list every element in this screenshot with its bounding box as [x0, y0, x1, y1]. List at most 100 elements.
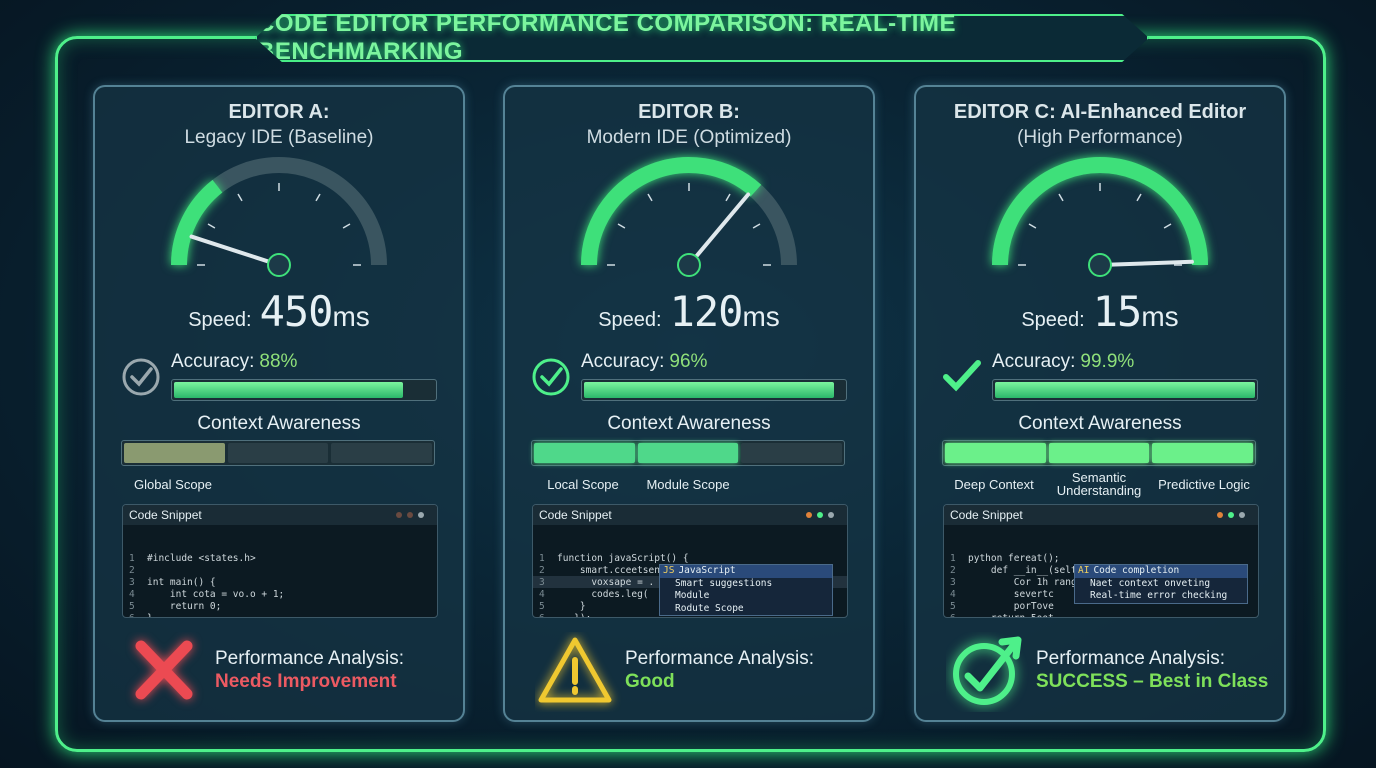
speed-gauge: [171, 157, 387, 277]
code-line: severtc: [968, 589, 1054, 600]
context-label: Predictive Logic: [1158, 476, 1250, 492]
snippet-title: Code Snippet: [539, 508, 612, 522]
success-ring: [953, 643, 1015, 705]
window-dot: [1217, 512, 1223, 518]
accuracy-track: [171, 379, 437, 401]
window-controls: [1217, 512, 1245, 518]
snippet-titlebar: Code Snippet: [944, 505, 1258, 525]
accuracy-value: 99.9%: [1080, 351, 1135, 372]
speed-value-group: 15ms: [1093, 287, 1179, 336]
line-number: 5: [950, 601, 956, 612]
gauge-fill: [992, 157, 1208, 266]
gauge-needle: [1098, 259, 1194, 267]
item-text: Code completion: [1093, 565, 1180, 576]
line-number: 4: [539, 589, 545, 600]
analysis-icon: [538, 637, 612, 703]
context-segment: [124, 443, 225, 463]
speed-row: Speed: 450ms: [95, 287, 463, 336]
gauge-track: [171, 157, 387, 266]
speed-unit: ms: [742, 301, 780, 332]
window-dot: [817, 512, 823, 518]
accuracy-track: [992, 379, 1258, 401]
speed-row: Speed: 15ms: [916, 287, 1284, 336]
item-text: Real-time error checking: [1090, 590, 1228, 601]
analysis-label: Performance Analysis:: [215, 648, 405, 669]
speed-label: Speed:: [1021, 309, 1085, 331]
gauge-tick: [617, 223, 626, 229]
code-line: }: [147, 613, 153, 617]
line-number: 3: [129, 577, 135, 588]
gauge-tick: [1163, 223, 1172, 229]
line-number: 6: [129, 613, 135, 617]
item-icon: JS: [663, 565, 675, 576]
code-line: voxsape = .: [557, 577, 655, 588]
speed-row: Speed: 120ms: [505, 287, 873, 336]
analysis-result: Needs Improvement: [215, 671, 397, 692]
line-number: 6: [539, 613, 545, 617]
line-number: 4: [129, 589, 135, 600]
speed-gauge: [992, 157, 1208, 277]
context-segment: [534, 443, 635, 463]
accuracy-bar: [584, 382, 834, 398]
status-icon: [943, 360, 981, 392]
gauge-tick: [647, 193, 653, 202]
speed-value: 450: [259, 287, 334, 336]
snippet-titlebar: Code Snippet: [123, 505, 437, 525]
item-icon: AI: [1078, 565, 1090, 576]
gauge-track: [992, 157, 1208, 266]
line-number: 4: [950, 589, 956, 600]
window-dot: [806, 512, 812, 518]
editor-subtitle: Legacy IDE (Baseline): [184, 127, 374, 148]
line-number: 3: [539, 577, 545, 588]
code-snippet: Code Snippet 1 #include <states.h> 2 3 int ma…: [122, 504, 438, 618]
gauge-hub: [677, 253, 701, 277]
analysis-label: Performance Analysis:: [1036, 648, 1226, 669]
code-line: porTove: [968, 601, 1054, 612]
code-line: });: [557, 613, 591, 617]
line-number: 2: [129, 565, 135, 576]
snippet-titlebar: Code Snippet: [533, 505, 847, 525]
accuracy-bar: [995, 382, 1255, 398]
speed-value-group: 120ms: [670, 287, 780, 336]
autocomplete-item: Naet context onveting: [1075, 578, 1247, 591]
window-controls: [396, 512, 424, 518]
gauge-needle: [189, 234, 281, 267]
code-line: int cota = vo.o + 1;: [147, 589, 285, 600]
window-dot: [1239, 512, 1245, 518]
snippet-title: Code Snippet: [129, 508, 202, 522]
context-label: Deep Context: [954, 476, 1034, 492]
window-dot: [407, 512, 413, 518]
gauge-tick: [1028, 223, 1037, 229]
accuracy-track: [581, 379, 847, 401]
code-line: return 5oot: [968, 613, 1054, 617]
context-title: Context Awareness: [197, 413, 361, 434]
speed-gauge: [581, 157, 797, 277]
context-title: Context Awareness: [607, 413, 771, 434]
editor-panel: EDITOR B: Modern IDE (Optimized) Speed: 120…: [503, 85, 875, 722]
code-line: int main() {: [147, 577, 216, 588]
line-number: 5: [539, 601, 545, 612]
window-dot: [396, 512, 402, 518]
line-number: 6: [950, 613, 956, 617]
accuracy-value: 88%: [259, 351, 298, 372]
warning-triangle: [538, 637, 612, 703]
analysis-icon: [953, 636, 1022, 705]
gauge-tick: [725, 193, 731, 202]
line-number: 2: [950, 565, 956, 576]
context-label: Semantic Understanding: [1056, 470, 1142, 498]
speed-value-group: 450ms: [260, 287, 370, 336]
status-check: [540, 367, 563, 387]
line-number: 2: [539, 565, 545, 576]
autocomplete-item: Module: [660, 590, 832, 603]
gauge-tick: [752, 223, 761, 229]
gauge-tick: [342, 223, 351, 229]
gauge-hub: [267, 253, 291, 277]
accuracy-value: 96%: [669, 351, 708, 372]
accuracy-bar: [174, 382, 403, 398]
page-title: CODE EDITOR PERFORMANCE COMPARISON: REAL…: [257, 10, 956, 65]
gauge-hub: [1088, 253, 1112, 277]
context-bar: [121, 440, 435, 466]
window-dot: [418, 512, 424, 518]
gauge-tick: [1136, 193, 1142, 202]
